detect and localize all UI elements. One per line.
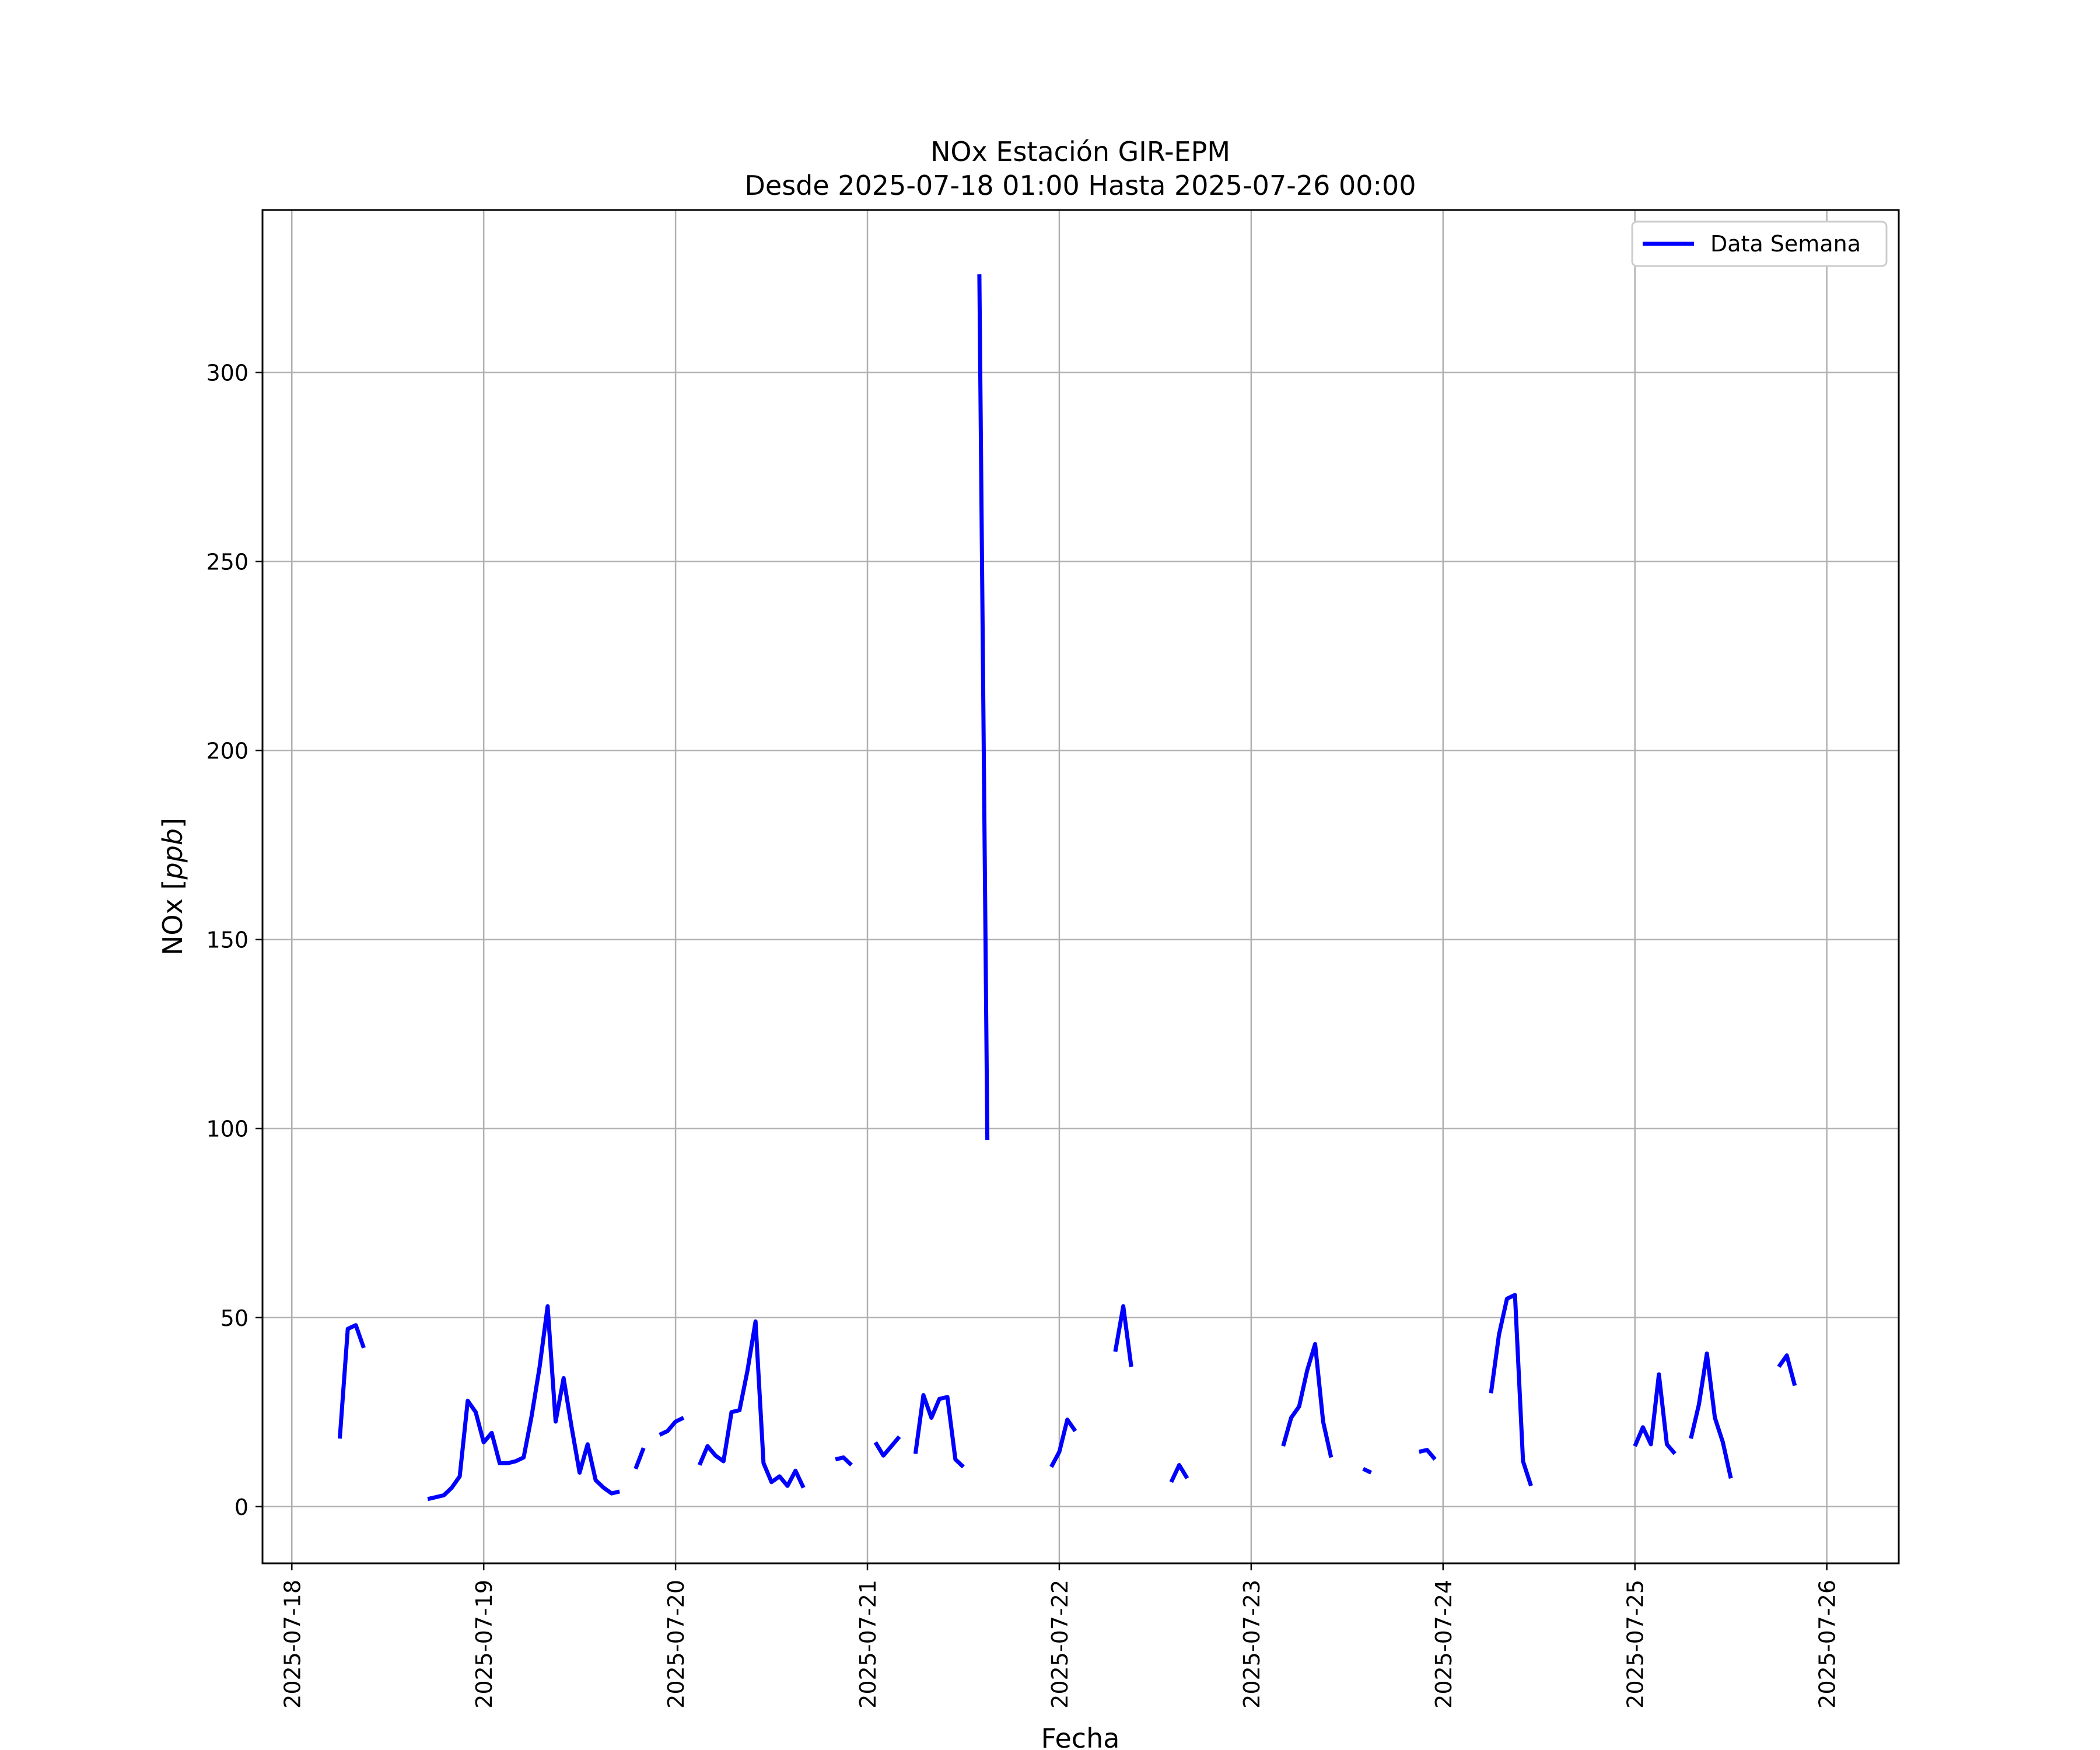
y-axis-label-suffix: ] <box>157 818 188 828</box>
grid-lines <box>262 210 1899 1563</box>
series-segment <box>1362 1466 1373 1475</box>
series-segment <box>697 1319 806 1489</box>
x-tick-marks: 2025-07-18 2025-07-19 2025-07-20 2025-07-21… <box>279 1563 1840 1709</box>
series-segment <box>1113 1304 1133 1367</box>
series-segment <box>873 1435 901 1458</box>
y-axis-label-unit: ppb <box>157 828 188 880</box>
data-series-data-semana <box>338 274 1797 1502</box>
x-tick-label: 2025-07-19 <box>471 1580 497 1709</box>
legend: Data Semana <box>1631 220 1888 267</box>
plot-area-frame <box>261 209 1900 1564</box>
x-tick-label: 2025-07-26 <box>1815 1580 1840 1709</box>
series-segment <box>1777 1353 1797 1387</box>
x-tick-label: 2025-07-20 <box>663 1580 689 1709</box>
series-segment <box>1169 1463 1189 1483</box>
x-tick-label: 2025-07-22 <box>1047 1580 1073 1709</box>
series-segment <box>1489 1293 1533 1487</box>
series-segment <box>427 1304 620 1502</box>
series-segment <box>338 1323 366 1439</box>
y-tick-marks: 0 50 100 150 200 250 300 <box>206 360 262 1520</box>
y-tick-label: 200 <box>206 738 249 764</box>
series-segment <box>1418 1448 1437 1461</box>
y-tick-label: 50 <box>220 1306 249 1331</box>
chart-title: NOx Estación GIR-EPM <box>930 136 1230 167</box>
legend-box <box>1631 220 1888 267</box>
series-segment <box>977 274 990 1140</box>
y-tick-label: 100 <box>206 1116 249 1142</box>
x-tick-label: 2025-07-24 <box>1431 1580 1457 1709</box>
series-segment <box>659 1416 685 1437</box>
x-tick-label: 2025-07-23 <box>1239 1580 1265 1709</box>
series-segment <box>1689 1351 1733 1479</box>
y-tick-label: 250 <box>206 550 249 575</box>
x-axis-label: Fecha <box>1041 1723 1120 1750</box>
x-tick-label: 2025-07-25 <box>1623 1580 1648 1709</box>
series-segment <box>835 1455 853 1467</box>
x-tick-label: 2025-07-18 <box>279 1580 305 1709</box>
y-tick-label: 0 <box>235 1494 249 1520</box>
series-segment <box>1633 1372 1676 1455</box>
y-tick-label: 150 <box>206 928 249 953</box>
series-segment <box>913 1393 965 1469</box>
y-axis-label-prefix: NOx [ <box>157 880 188 956</box>
x-tick-label: 2025-07-21 <box>855 1580 881 1709</box>
y-axis-label: NOx [ppb] <box>157 818 188 956</box>
series-segment <box>634 1447 646 1470</box>
chart-subtitle: Desde 2025-07-18 01:00 Hasta 2025-07-26 … <box>744 170 1416 201</box>
legend-label-data-semana: Data Semana <box>1710 231 1861 257</box>
y-tick-label: 300 <box>206 360 249 386</box>
series-segment <box>1281 1342 1334 1458</box>
series-segment <box>1049 1418 1077 1468</box>
